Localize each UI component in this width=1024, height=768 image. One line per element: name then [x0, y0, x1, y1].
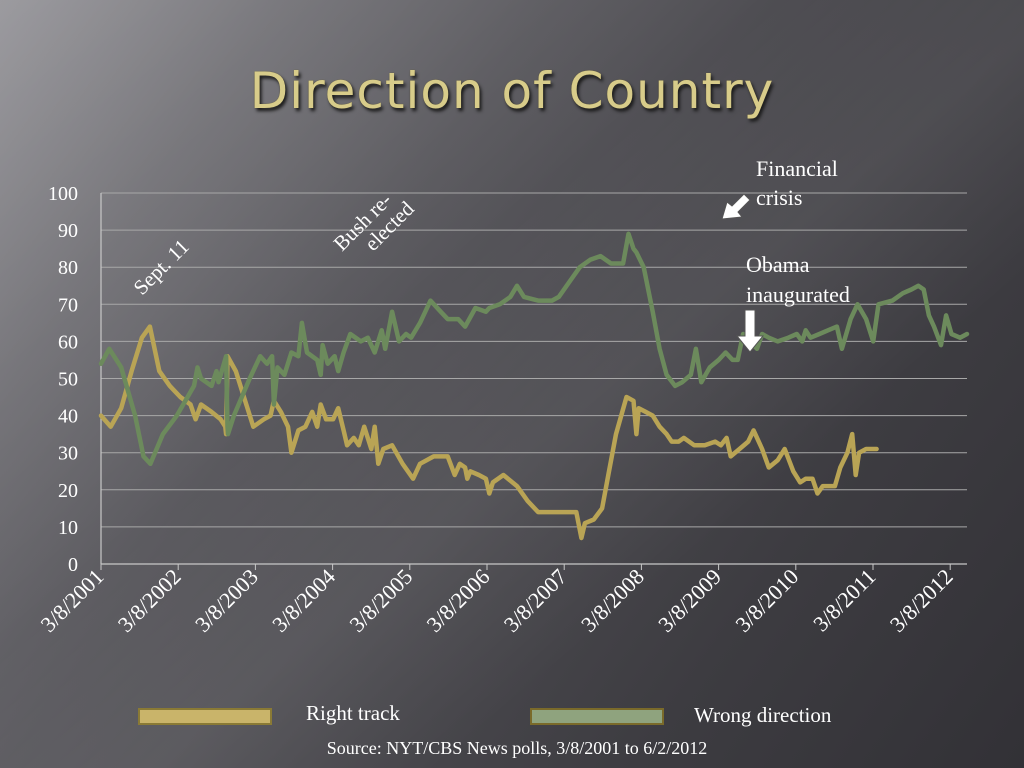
svg-text:Financial: Financial — [756, 156, 838, 181]
svg-text:crisis: crisis — [756, 185, 802, 210]
y-tick-label: 80 — [58, 257, 78, 279]
svg-text:inaugurated: inaugurated — [746, 282, 850, 307]
series-line-right-track — [98, 324, 879, 541]
x-tick-label: 3/8/2011 — [808, 564, 880, 636]
y-tick-label: 20 — [58, 480, 78, 502]
series-lines — [98, 231, 970, 541]
svg-text:Obama: Obama — [746, 252, 810, 277]
x-tick-label: 3/8/2009 — [653, 564, 726, 637]
x-tick-label: 3/8/2006 — [422, 564, 495, 637]
arrow-down-left-icon — [721, 193, 751, 220]
slide-title: Direction of Country — [249, 62, 775, 120]
y-tick-label: 10 — [58, 517, 78, 539]
legend-swatch-wrong-direction — [530, 708, 664, 725]
legend-label-wrong-direction: Wrong direction — [694, 703, 832, 727]
x-tick-label: 3/8/2002 — [113, 564, 186, 637]
x-tick-label: 3/8/2004 — [267, 564, 340, 637]
x-axis — [100, 193, 967, 570]
x-axis-tick-labels: 3/8/2001 3/8/2002 3/8/2003 3/8/2004 3/8/2005… — [36, 564, 958, 637]
x-tick-label: 3/8/2007 — [499, 564, 572, 637]
gridlines — [101, 192, 967, 565]
x-tick-label: 3/8/2003 — [190, 564, 263, 637]
y-tick-label: 70 — [58, 294, 78, 316]
y-tick-label: 50 — [58, 369, 78, 391]
y-tick-label: 40 — [58, 406, 78, 428]
source-note: Source: NYT/CBS News polls, 3/8/2001 to … — [326, 738, 708, 758]
y-tick-label: 100 — [48, 183, 78, 205]
series-line-wrong-direction — [98, 231, 970, 467]
annotation-obama-inaugurated: Obama inaugurated — [735, 252, 850, 353]
x-tick-label: 3/8/2005 — [344, 564, 417, 637]
y-tick-label: 30 — [58, 443, 78, 465]
legend-label-right-track: Right track — [306, 701, 400, 725]
x-tick-label: 3/8/2012 — [885, 564, 958, 637]
y-axis-tick-labels: 0 10 20 30 40 50 60 70 80 90 100 — [48, 183, 78, 576]
x-tick-label: 3/8/2010 — [730, 564, 803, 637]
y-tick-label: 90 — [58, 220, 78, 242]
annotation-bush-reelected: Bush re-elected — [329, 188, 419, 256]
x-tick-label: 3/8/2008 — [576, 564, 649, 637]
y-tick-label: 0 — [68, 554, 78, 576]
y-tick-label: 60 — [58, 331, 78, 353]
annotation-financial-crisis: Financial crisis — [721, 156, 838, 220]
legend-swatch-right-track — [138, 708, 272, 725]
arrow-down-icon — [735, 309, 765, 353]
